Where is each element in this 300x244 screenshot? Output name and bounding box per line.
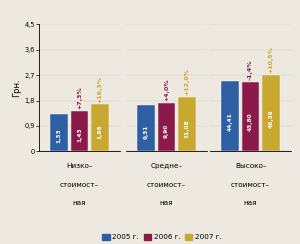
Text: Высоко–: Высоко–	[235, 163, 266, 170]
Bar	[91, 104, 109, 151]
Bar	[178, 97, 196, 151]
Legend: 2005 г., 2006 г., 2007 г.: 2005 г., 2006 г., 2007 г.	[102, 234, 222, 240]
Text: стоимост–: стоимост–	[147, 182, 186, 188]
Bar	[221, 81, 239, 151]
Bar	[50, 114, 68, 151]
Text: 1,33: 1,33	[57, 128, 62, 143]
Text: +4,0%: +4,0%	[164, 78, 169, 101]
Text: Средне–: Средне–	[150, 163, 183, 170]
Text: ная: ная	[73, 200, 86, 206]
Text: 1,66: 1,66	[97, 124, 102, 139]
Bar	[242, 82, 260, 151]
Text: +12,0%: +12,0%	[184, 68, 189, 95]
Text: стоимост–: стоимост–	[60, 182, 99, 188]
Bar	[158, 103, 175, 151]
Text: 9,51: 9,51	[144, 124, 149, 139]
Bar	[262, 74, 280, 151]
Text: 48,39: 48,39	[268, 110, 273, 128]
Bar	[70, 111, 88, 151]
Text: ная: ная	[160, 200, 173, 206]
Text: +7,3%: +7,3%	[77, 86, 82, 109]
Text: ная: ная	[244, 200, 257, 206]
Text: 11,08: 11,08	[184, 119, 189, 138]
Text: +16,3%: +16,3%	[97, 75, 102, 102]
Bar	[137, 105, 155, 151]
Text: 44,41: 44,41	[228, 112, 233, 131]
Text: –1,4%: –1,4%	[248, 59, 253, 80]
Text: 9,90: 9,90	[164, 124, 169, 138]
Y-axis label: Грн.: Грн.	[13, 79, 22, 97]
Text: стоимост–: стоимост–	[231, 182, 270, 188]
Text: 1,43: 1,43	[77, 127, 82, 142]
Text: Низко–: Низко–	[66, 163, 93, 170]
Text: +10,5%: +10,5%	[268, 46, 273, 73]
Text: 43,80: 43,80	[248, 113, 253, 132]
